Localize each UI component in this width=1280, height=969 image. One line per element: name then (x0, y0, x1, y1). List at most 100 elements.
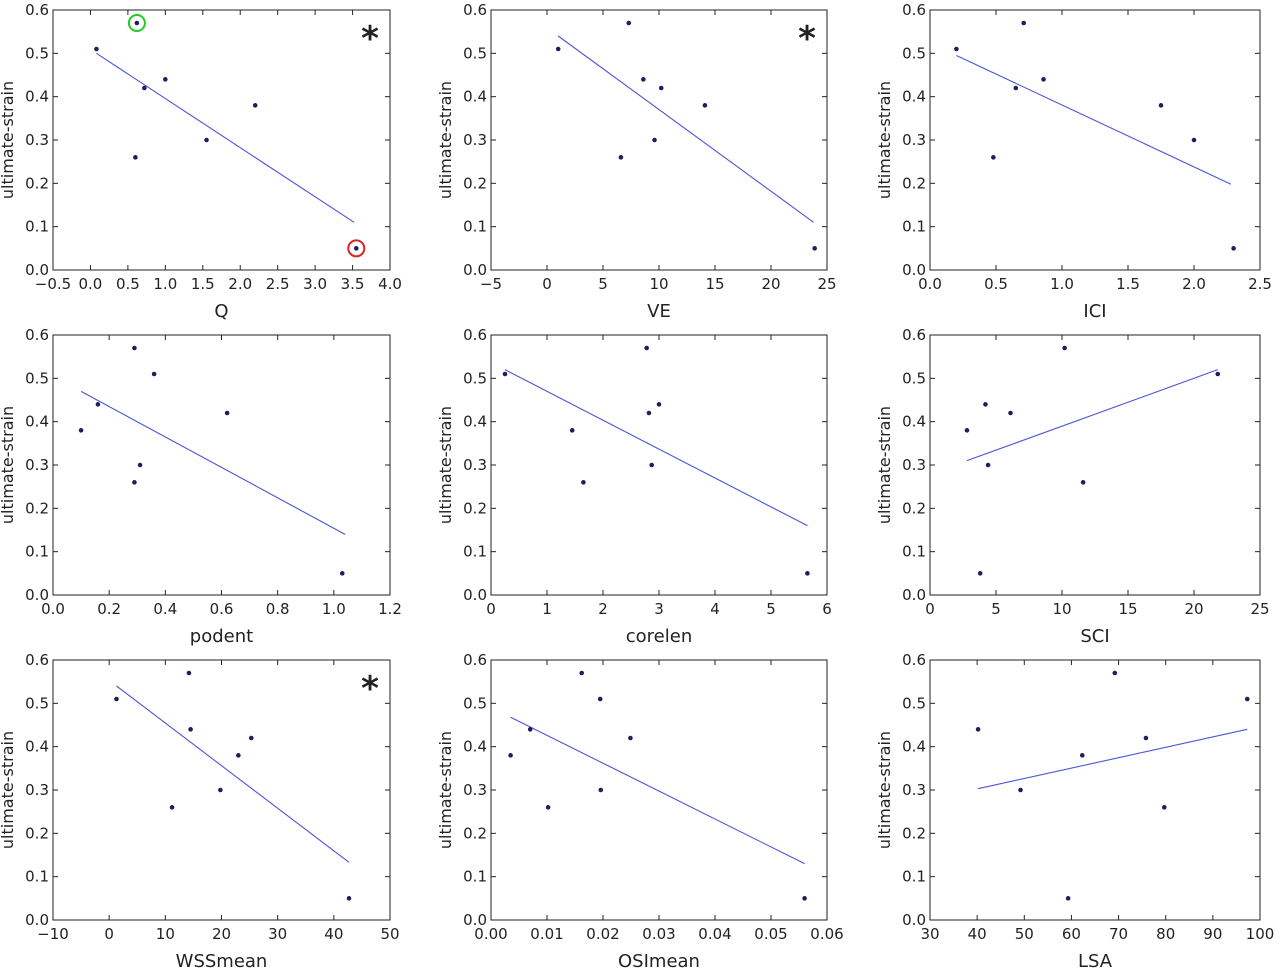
y-axis-label: ultimate-strain (875, 81, 894, 199)
y-tick-label: 0.6 (463, 1, 487, 19)
data-point (545, 805, 551, 810)
y-tick-label: 0.6 (25, 651, 49, 669)
y-tick-label: 0.2 (902, 174, 926, 192)
y-tick-label: 0.3 (463, 456, 487, 474)
regression-line (96, 52, 355, 223)
x-axis-label: LSA (1078, 951, 1113, 969)
data-point (1013, 85, 1019, 91)
data-point (812, 246, 817, 251)
significance-asterisk: * (361, 669, 379, 709)
y-tick-label: 0.2 (463, 824, 487, 842)
axes-frame (490, 659, 828, 921)
x-axis-label: corelen (626, 626, 692, 647)
y-tick-label: 0.5 (902, 44, 926, 62)
x-tick-label: 2.5 (1248, 275, 1272, 293)
subplot-4: 0.0 0.2 0.4 0.6 0.8 1.0 1.2 0.0 0.1 0.2 0.3 0.4 0.5 0… (0, 326, 402, 647)
x-tick-label: 1 (542, 600, 552, 618)
x-tick-label: 50 (1015, 925, 1034, 943)
data-point (1080, 480, 1086, 485)
data-point (644, 345, 649, 351)
x-tick-label: 25 (1250, 600, 1269, 618)
significance-asterisk: * (361, 19, 379, 59)
y-tick-label: 0.6 (463, 326, 487, 344)
y-axis-label: ultimate-strain (436, 406, 455, 524)
data-point (597, 696, 603, 702)
y-tick-label: 0.4 (25, 413, 49, 431)
y-tick-label: 0.3 (25, 456, 49, 474)
y-axis-label: ultimate-strain (436, 81, 455, 199)
y-tick-label: 0.2 (25, 499, 49, 517)
data-point (1162, 805, 1167, 810)
data-point (132, 345, 137, 351)
y-axis-label: ultimate-strain (436, 731, 455, 849)
data-point (658, 85, 664, 91)
y-axis-label: ultimate-strain (875, 731, 894, 849)
data-point (252, 103, 258, 108)
data-point (983, 402, 988, 407)
x-tick-label: 100 (1246, 925, 1275, 943)
data-point (132, 480, 137, 485)
x-tick-label: 20 (761, 275, 780, 293)
y-tick-label: 0.4 (902, 738, 926, 756)
data-point (641, 77, 646, 82)
x-tick-label: 2 (598, 600, 608, 618)
regression-line (966, 369, 1218, 462)
data-point (94, 46, 99, 52)
data-point (626, 20, 632, 26)
y-tick-label: 0.0 (25, 586, 49, 604)
y-tick-label: 0.4 (25, 88, 49, 106)
x-axis-label: VE (647, 301, 671, 322)
data-point (1008, 410, 1013, 416)
y-tick-label: 0.5 (25, 694, 49, 712)
x-tick-label: 0.6 (210, 600, 234, 618)
highlight-circle (127, 14, 146, 32)
x-tick-label: 1.2 (378, 600, 402, 618)
data-point (977, 571, 983, 576)
x-tick-label: 0.0 (41, 600, 65, 618)
y-axis-label: ultimate-strain (0, 81, 17, 199)
y-tick-label: 0.1 (25, 543, 49, 561)
y-axis-label: ultimate-strain (0, 406, 17, 524)
x-axis-label: ICI (1083, 301, 1106, 322)
data-point (652, 137, 657, 143)
y-axis-label: ultimate-strain (0, 731, 17, 849)
x-tick-label: 50 (380, 925, 399, 943)
data-point (555, 46, 561, 52)
y-tick-label: 0.3 (902, 131, 926, 149)
data-point (95, 402, 101, 407)
y-tick-label: 0.1 (902, 218, 926, 236)
x-tick-label: 0 (486, 600, 496, 618)
data-point (163, 77, 168, 82)
x-tick-label: 0.00 (474, 925, 507, 943)
axes-frame (52, 9, 391, 271)
data-point (805, 571, 810, 576)
x-tick-label: 15 (1118, 600, 1137, 618)
y-tick-label: 0.1 (25, 218, 49, 236)
data-point (569, 428, 575, 433)
x-tick-label: 6 (822, 600, 832, 618)
x-tick-label: 10 (156, 925, 175, 943)
x-tick-label: 5 (598, 275, 608, 293)
x-tick-label: 15 (705, 275, 724, 293)
x-tick-label: 5 (766, 600, 776, 618)
x-tick-label: 1.0 (1050, 275, 1074, 293)
data-point (1062, 345, 1067, 351)
data-point (598, 787, 604, 793)
data-point (339, 571, 345, 576)
x-tick-label: 90 (1203, 925, 1222, 943)
x-tick-label: 2.0 (228, 275, 252, 293)
y-tick-label: 0.1 (463, 543, 487, 561)
y-tick-label: 0.3 (902, 781, 926, 799)
axes-frame (52, 334, 391, 596)
data-point (1018, 787, 1023, 793)
x-tick-label: 0.02 (586, 925, 619, 943)
data-point (1215, 371, 1221, 377)
y-tick-label: 0.4 (463, 88, 487, 106)
subplot-6: 0 5 10 15 20 25 0.0 0.1 0.2 0.3 0.4 0.5 0.6 SCI ultima… (875, 326, 1270, 647)
x-tick-label: 5 (991, 600, 1001, 618)
x-tick-label: 0.01 (530, 925, 563, 943)
subplot-3: 0.0 0.5 1.0 1.5 2.0 2.5 0.0 0.1 0.2 0.3 0.4 0.5 0.6 I… (875, 1, 1272, 322)
x-tick-label: 1.0 (322, 600, 346, 618)
y-tick-label: 0.6 (25, 1, 49, 19)
subplot-7: −10 0 10 20 30 40 50 0.0 0.1 0.2 0.3 0.4 0.5 0.6 WSSme… (0, 651, 400, 969)
